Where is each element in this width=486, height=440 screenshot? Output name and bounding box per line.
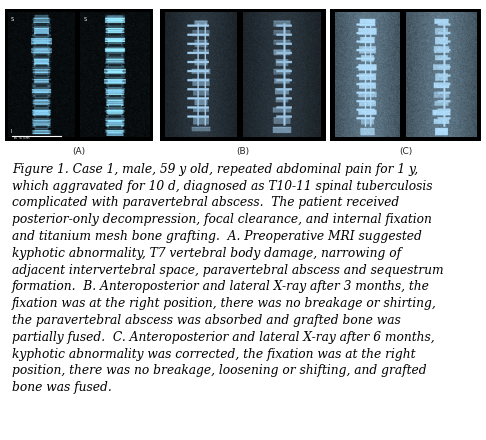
Text: S: S [11,17,14,22]
Text: (A): (A) [72,147,86,156]
Bar [160,9,326,141]
Text: S: S [84,17,87,22]
Bar [5,9,153,141]
Text: (C): (C) [399,147,413,156]
Text: I: I [11,129,12,134]
Text: Figure 1. Case 1, male, 59 y old, repeated abdominal pain for 1 y,
which aggrava: Figure 1. Case 1, male, 59 y old, repeat… [12,163,444,394]
Text: B  6 cm: B 6 cm [14,136,29,140]
Bar [330,9,481,141]
Text: (B): (B) [236,147,250,156]
